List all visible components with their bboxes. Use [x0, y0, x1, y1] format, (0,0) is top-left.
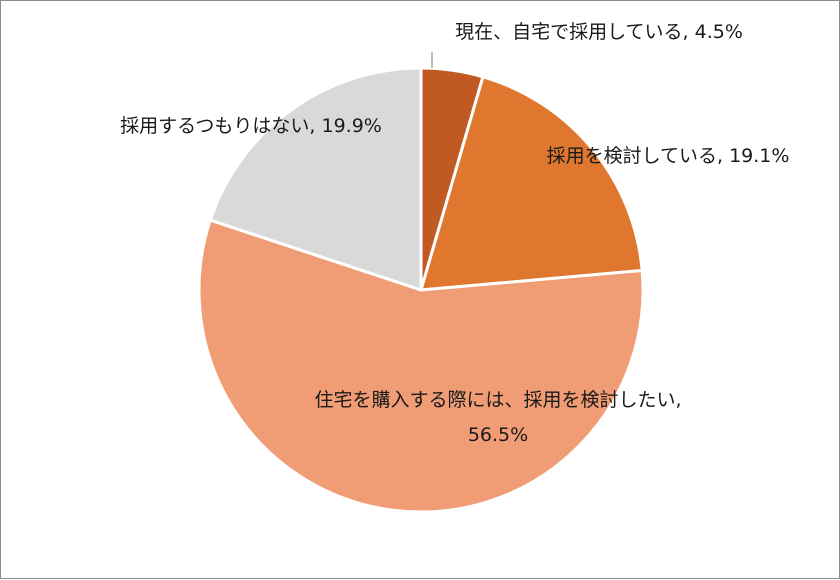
data-label-4: 採用するつもりはない, 19.9% [120, 115, 382, 137]
data-label-line: 採用を検討している, 19.1% [547, 145, 790, 167]
pie-slice-2 [419, 75, 644, 292]
pie-slice-4 [208, 66, 423, 292]
data-label-line: 採用するつもりはない, 19.9% [120, 115, 382, 137]
data-label-line: 住宅を購入する際には、採用を検討したい, [314, 389, 681, 411]
data-label-1: 現在、自宅で採用している, 4.5% [455, 21, 743, 43]
data-label-line: 現在、自宅で採用している, 4.5% [455, 21, 743, 43]
data-label-2: 採用を検討している, 19.1% [547, 145, 790, 167]
pie-slice-3 [197, 218, 645, 514]
data-label-3: 住宅を購入する際には、採用を検討したい, 56.5% [314, 389, 681, 446]
data-label-line: 56.5% [468, 424, 528, 446]
